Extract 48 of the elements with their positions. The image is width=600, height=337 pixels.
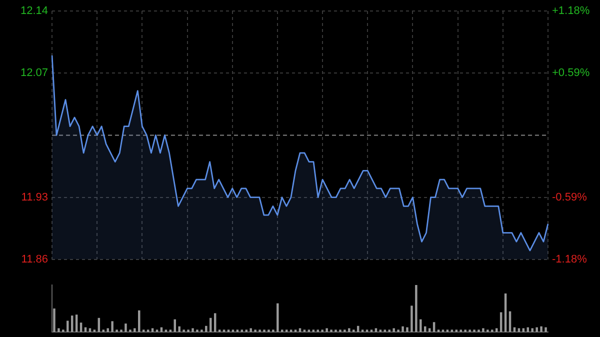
y-tick-label: 11.93 (21, 191, 48, 204)
bar (410, 306, 413, 332)
bar (504, 293, 507, 332)
bar (326, 328, 328, 332)
bar (70, 316, 74, 332)
bar (522, 328, 525, 332)
y-tick-label: 12.14 (20, 5, 48, 18)
bar (134, 328, 136, 332)
bar (205, 326, 208, 332)
bar (178, 326, 180, 332)
y2-tick-label: +1.18% (552, 5, 590, 18)
bar (138, 310, 140, 332)
bar (531, 328, 534, 332)
bar (348, 328, 350, 332)
bar (406, 327, 408, 332)
bar (106, 328, 109, 332)
bar (66, 320, 69, 332)
y-tick-label: 11.86 (21, 253, 48, 266)
y2-tick-label: -0.59% (552, 191, 588, 204)
bar (415, 285, 418, 332)
bar (518, 328, 520, 332)
bar (124, 324, 127, 332)
y2-tick-label: -1.18% (552, 253, 588, 266)
bar (374, 328, 378, 332)
bar (544, 327, 547, 332)
bar (75, 314, 78, 332)
bar (88, 328, 92, 332)
bar (402, 326, 404, 332)
bar (428, 328, 431, 332)
bar (80, 322, 82, 332)
bar (214, 313, 216, 332)
bar (420, 319, 422, 332)
bar (53, 308, 56, 332)
bar (540, 326, 542, 332)
bar (432, 322, 436, 332)
y2-tick-label: +0.59% (552, 67, 590, 80)
bar (58, 328, 60, 332)
bar (482, 328, 484, 332)
y-tick-label: 12.07 (20, 67, 48, 80)
bar (276, 303, 279, 332)
bar (151, 328, 154, 332)
bar (192, 328, 194, 332)
bar (250, 328, 252, 332)
bar (495, 328, 498, 332)
bar (298, 328, 302, 332)
bar (536, 327, 538, 332)
bar (111, 321, 114, 332)
bar (392, 328, 395, 332)
